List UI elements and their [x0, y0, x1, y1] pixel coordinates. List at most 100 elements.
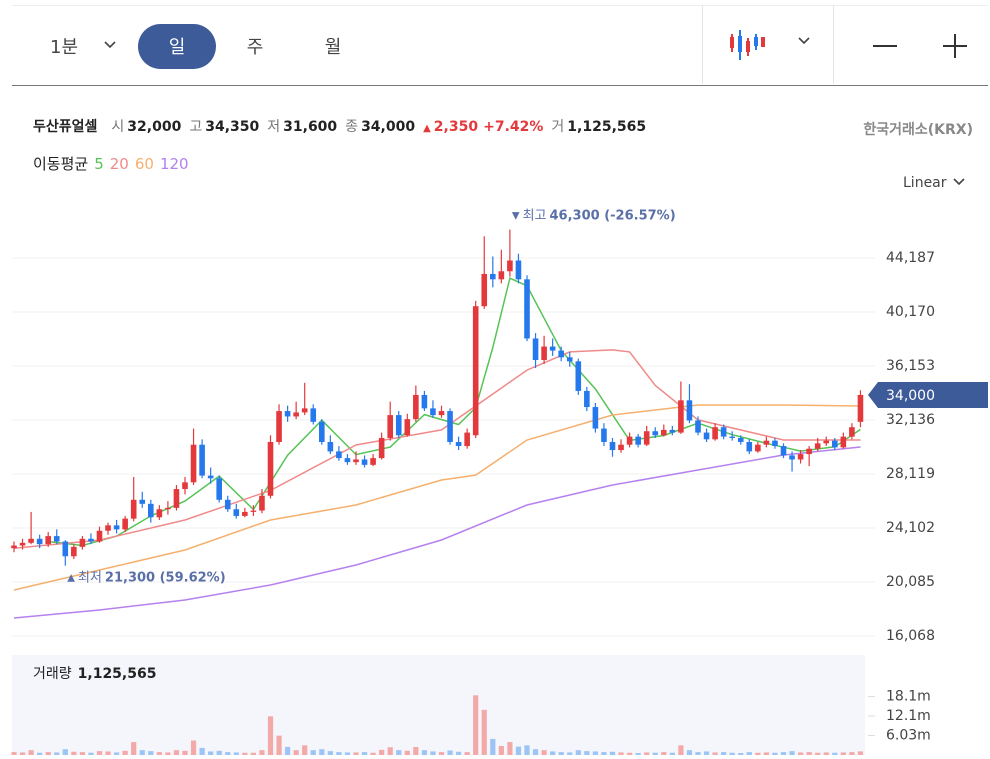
candle-body: [122, 518, 128, 530]
volume-bar: [139, 750, 145, 755]
candle-body: [242, 511, 248, 516]
candle-body: [481, 273, 488, 307]
candle-body: [387, 415, 393, 438]
volume-tick-label: 18.1m: [886, 689, 931, 705]
volume-bar: [447, 750, 453, 755]
volume-bar: [233, 752, 239, 755]
candle-body: [515, 260, 522, 280]
quote-label: 시: [111, 119, 125, 135]
candle-body: [720, 427, 727, 437]
y-tick-label: 16,068: [886, 628, 935, 644]
volume-bar: [413, 746, 419, 755]
ma-line: [13, 349, 861, 549]
candle-body: [250, 510, 257, 512]
candle-body: [566, 357, 573, 362]
volume-bar: [379, 749, 385, 755]
scale-select[interactable]: Linear: [903, 175, 967, 191]
candle-body: [840, 436, 847, 448]
candle-body: [712, 427, 718, 440]
annotation: ▲ 최저 21,300 (59.62%): [67, 570, 225, 585]
candle-body: [532, 338, 539, 360]
volume-bar: [276, 735, 282, 755]
volume-bar: [849, 752, 855, 755]
interval-select[interactable]: 1분: [49, 37, 79, 58]
candle-body: [438, 411, 445, 416]
volume-bar: [114, 752, 120, 755]
change: 2,350: [433, 119, 479, 135]
y-tick-label: 32,136: [886, 412, 935, 428]
zoom-controls[interactable]: [870, 32, 970, 60]
volume-bar: [208, 751, 214, 755]
volume-bar: [627, 752, 633, 755]
volume-bar: [79, 752, 85, 755]
volume-bar: [242, 752, 248, 755]
candle-body: [28, 538, 34, 543]
chart-type-icon[interactable]: [728, 28, 768, 62]
candle-body: [524, 279, 530, 339]
candle-body: [490, 273, 496, 280]
ma-title: 이동평균: [33, 155, 89, 173]
tab[interactable]: 주: [246, 37, 264, 58]
tab[interactable]: 일: [168, 37, 186, 58]
active-tab-bg[interactable]: [138, 24, 216, 69]
candle-body: [455, 441, 462, 447]
volume-bar: [156, 752, 162, 755]
chevron[interactable]: [797, 36, 811, 46]
price-tag-label: 34,000: [886, 388, 935, 404]
candle-body: [404, 419, 411, 436]
ma-line: [48, 277, 861, 547]
candle-body: [678, 400, 684, 433]
candle-body: [344, 458, 351, 463]
volume-bar: [421, 750, 427, 755]
volume-bar: [430, 751, 436, 755]
price-tag: [868, 381, 988, 408]
y-tick-label: 20,085: [886, 574, 935, 590]
chevron: [952, 178, 965, 186]
y-tick-label: 36,153: [886, 358, 935, 374]
volume-bar: [105, 751, 111, 755]
quote-value: 34,000: [361, 119, 416, 135]
candle-body: [430, 408, 436, 416]
volume-bar: [789, 751, 795, 755]
volume-bar: [558, 752, 564, 755]
tab[interactable]: 월: [324, 37, 342, 58]
volume-bar: [575, 750, 581, 755]
volume-tick-label: 6.03m: [886, 728, 931, 744]
volume-bar: [250, 752, 256, 755]
volume-bar: [481, 709, 487, 755]
candle-body: [703, 432, 710, 440]
candle-body: [336, 451, 342, 459]
volume-bar: [336, 752, 342, 755]
ma-legend-item: 120: [159, 155, 189, 173]
candle-body: [618, 444, 624, 451]
volume-bar: [592, 751, 598, 755]
volume-bar: [857, 751, 864, 755]
chevron[interactable]: [103, 40, 117, 50]
volume-bar: [678, 745, 684, 755]
volume-bar: [361, 752, 368, 755]
candle-body: [669, 429, 676, 433]
volume-bar: [661, 752, 667, 755]
candle-body: [797, 454, 804, 460]
candle-body: [370, 458, 376, 465]
candle-body: [592, 407, 599, 429]
volume-bar: [190, 740, 197, 755]
volume-bar: [532, 749, 539, 755]
volume-bar: [88, 752, 94, 755]
volume-bar: [122, 750, 128, 755]
candle-body: [832, 440, 838, 448]
candle-body: [395, 415, 402, 436]
candle-body: [199, 444, 205, 476]
separator: [702, 5, 703, 84]
candle-body: [156, 509, 163, 518]
candle-body: [601, 428, 607, 442]
ma-legend: 이동평균 5 20 60 120: [33, 153, 195, 174]
volume-bar: [541, 750, 547, 755]
volume-bar: [780, 752, 787, 755]
candle-body: [729, 436, 735, 438]
volume-bar: [712, 752, 718, 755]
y-tick-label: 24,102: [886, 520, 935, 536]
candle-body: [130, 499, 137, 519]
volume-bar: [327, 751, 333, 755]
candle-body: [182, 482, 188, 490]
